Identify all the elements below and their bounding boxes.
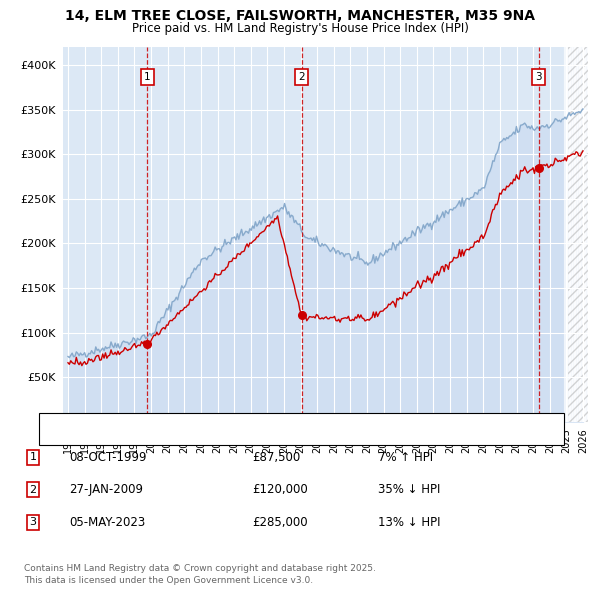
Text: 27-JAN-2009: 27-JAN-2009	[69, 483, 143, 496]
Text: ——: ——	[50, 430, 65, 443]
Bar	[568, 47, 588, 422]
Text: HPI: Average price, detached house, Oldham: HPI: Average price, detached house, Oldh…	[78, 432, 312, 442]
Text: 2: 2	[29, 485, 37, 494]
Text: 3: 3	[536, 72, 542, 82]
Text: 08-OCT-1999: 08-OCT-1999	[69, 451, 146, 464]
Text: Price paid vs. HM Land Registry's House Price Index (HPI): Price paid vs. HM Land Registry's House …	[131, 22, 469, 35]
Text: 14, ELM TREE CLOSE, FAILSWORTH, MANCHESTER, M35 9NA (detached house): 14, ELM TREE CLOSE, FAILSWORTH, MANCHEST…	[78, 417, 486, 427]
Text: This data is licensed under the Open Government Licence v3.0.: This data is licensed under the Open Gov…	[24, 576, 313, 585]
Text: 14, ELM TREE CLOSE, FAILSWORTH, MANCHESTER, M35 9NA: 14, ELM TREE CLOSE, FAILSWORTH, MANCHEST…	[65, 9, 535, 23]
Text: £87,500: £87,500	[252, 451, 300, 464]
Text: 7% ↑ HPI: 7% ↑ HPI	[378, 451, 433, 464]
Text: 1: 1	[29, 453, 37, 462]
Text: 3: 3	[29, 517, 37, 527]
Text: 35% ↓ HPI: 35% ↓ HPI	[378, 483, 440, 496]
Text: 05-MAY-2023: 05-MAY-2023	[69, 516, 145, 529]
Text: 1: 1	[144, 72, 151, 82]
Text: ——: ——	[50, 415, 65, 428]
Text: Contains HM Land Registry data © Crown copyright and database right 2025.: Contains HM Land Registry data © Crown c…	[24, 565, 376, 573]
Text: £120,000: £120,000	[252, 483, 308, 496]
Bar	[568, 47, 588, 422]
Text: 2: 2	[298, 72, 305, 82]
Text: £285,000: £285,000	[252, 516, 308, 529]
Text: 13% ↓ HPI: 13% ↓ HPI	[378, 516, 440, 529]
